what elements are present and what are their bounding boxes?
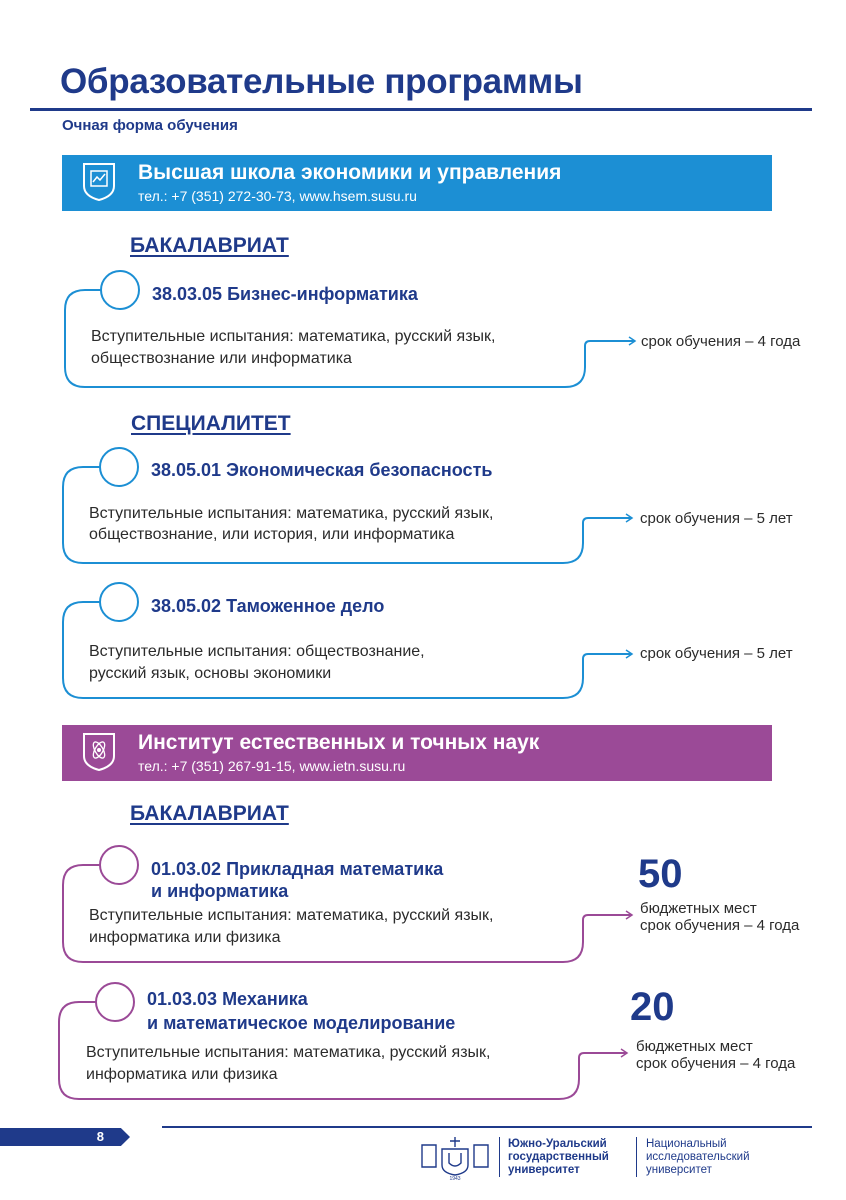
program-card-frame: [62, 845, 634, 963]
card-circle-marker: [99, 447, 139, 487]
arrow-icon: [628, 336, 637, 346]
program-title: 38.05.01 Экономическая безопасность: [151, 460, 493, 480]
program-requirements-line1: Вступительные испытания: математика, рус…: [91, 328, 496, 345]
budget-seats-count: 50: [638, 852, 683, 896]
program-title-line2: и математическое моделирование: [147, 1013, 456, 1033]
program-requirements-line2: информатика или физика: [86, 1066, 278, 1083]
level-heading-bachelor: БАКАЛАВРИАТ: [130, 234, 289, 257]
page-number: 8: [96, 1129, 104, 1144]
logo-year: 1943: [449, 1176, 460, 1181]
program-requirements-line2: обществознание, или история, или информа…: [89, 526, 455, 543]
program-requirements-line1: Вступительные испытания: математика, рус…: [86, 1044, 491, 1061]
program-card-frame: [58, 982, 629, 1100]
level-heading-specialist: СПЕЦИАЛИТЕТ: [131, 412, 291, 435]
budget-seats-count: 20: [630, 985, 675, 1029]
arrow-icon: [625, 649, 634, 659]
study-form-subtitle: Очная форма обучения: [62, 117, 238, 134]
program-term: срок обучения – 4 года: [636, 1055, 796, 1072]
program-requirements-line2: русский язык, основы экономики: [89, 665, 332, 682]
program-title-line1: 01.03.02 Прикладная математика: [151, 859, 444, 879]
budget-seats-label: бюджетных мест: [640, 900, 757, 917]
program-title-line2: и информатика: [151, 881, 289, 901]
school-name: Высшая школа экономики и управления: [138, 161, 562, 184]
program-requirements-line1: Вступительные испытания: обществознание,: [89, 643, 425, 660]
university-name-line: университет: [508, 1164, 580, 1176]
logo-separator: [636, 1137, 637, 1177]
school-banner-hsem: Высшая школа экономики и управления тел.…: [62, 155, 772, 211]
university-name-line: Южно-Уральский: [508, 1138, 607, 1150]
footer-divider: [162, 1126, 812, 1128]
program-card-frame: [62, 447, 634, 564]
university-name-line: государственный: [508, 1151, 609, 1163]
logo-separator: [499, 1137, 500, 1177]
budget-seats-label: бюджетных мест: [636, 1038, 753, 1055]
program-title-line1: 01.03.03 Механика: [147, 989, 308, 1009]
school-contact: тел.: +7 (351) 267-91-15, www.ietn.susu.…: [138, 758, 406, 774]
program-requirements-line1: Вступительные испытания: математика, рус…: [89, 907, 494, 924]
program-title: 38.05.02 Таможенное дело: [151, 596, 385, 616]
level-heading-bachelor: БАКАЛАВРИАТ: [130, 802, 289, 825]
university-status-line: Национальный: [646, 1138, 727, 1150]
school-banner-ietn: Институт естественных и точных наук тел.…: [62, 725, 772, 781]
university-name: Южно-Уральский государственный университ…: [508, 1138, 609, 1177]
card-circle-marker: [99, 582, 139, 622]
program-card-frame: [64, 270, 637, 388]
arrow-icon: [620, 1048, 629, 1058]
program-requirements-line2: информатика или физика: [89, 929, 281, 946]
school-name: Институт естественных и точных наук: [138, 731, 540, 754]
program-requirements-line1: Вступительные испытания: математика, рус…: [89, 505, 494, 522]
program-term: срок обучения – 4 года: [640, 917, 800, 934]
program-term: срок обучения – 5 лет: [640, 510, 793, 527]
atom-shield-icon: [83, 733, 115, 772]
chart-shield-icon: [83, 163, 115, 202]
program-title: 38.03.05 Бизнес-информатика: [152, 284, 418, 304]
arrow-icon: [625, 513, 634, 523]
university-status: Национальный исследовательский университ…: [646, 1138, 750, 1177]
program-term: срок обучения – 5 лет: [640, 645, 793, 662]
program-requirements-line2: обществознание или информатика: [91, 350, 352, 367]
university-crest-logo: 1943: [421, 1137, 489, 1181]
card-circle-marker: [99, 845, 139, 885]
university-status-line: университет: [646, 1164, 712, 1176]
program-card-frame: [62, 582, 634, 699]
university-status-line: исследовательский: [646, 1151, 750, 1163]
page-title: Образовательные программы: [60, 62, 583, 101]
card-circle-marker: [95, 982, 135, 1022]
title-divider: [30, 108, 812, 111]
page-number-tab: 8: [0, 1128, 130, 1146]
card-circle-marker: [100, 270, 140, 310]
arrow-icon: [625, 910, 634, 920]
school-contact: тел.: +7 (351) 272-30-73, www.hsem.susu.…: [138, 188, 417, 204]
program-term: срок обучения – 4 года: [641, 333, 801, 350]
